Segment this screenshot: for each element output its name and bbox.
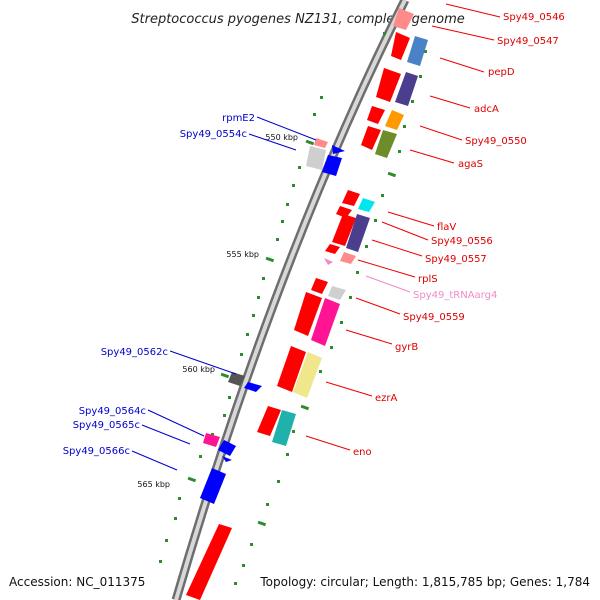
gene-spy49-0554c-arrow [332,145,345,154]
gene-spy49-0564c [203,433,220,447]
gene-flav-a [342,190,360,206]
gene-adca [367,106,385,124]
label-trna-arg4: Spy49_tRNAarg4 [413,290,497,301]
gene-pepd-partner [395,72,418,106]
gene-spy49-0554c-gray [306,146,326,170]
gene-rpls [340,252,356,264]
label-spy49-0564c: Spy49_0564c [79,406,146,417]
label-flav: flaV [437,222,456,233]
tick-label-550: 550 kbp [265,133,298,142]
label-agas: agaS [458,159,483,170]
gene-gyrb [311,298,340,346]
tick-label-555: 555 kbp [226,250,259,259]
gene-ezra [293,352,322,398]
genome-backbone [171,0,410,600]
label-spy49-0556: Spy49_0556 [431,236,493,247]
gene-spy49-0546 [393,8,414,30]
gene-spy49-0550 [361,126,381,150]
forward-genes [186,8,428,600]
reverse-genes [200,138,345,504]
gene-bottom-large [186,524,232,600]
tick-label-565: 565 kbp [137,480,170,489]
label-spy49-0562c: Spy49_0562c [101,347,168,358]
label-pepd: pepD [488,67,515,78]
gene-spy49-0557 [346,214,370,252]
tick-track-inner [159,96,323,563]
gene-spy49-0559a [311,278,328,294]
label-spy49-0565c: Spy49_0565c [73,420,140,431]
gene-spy49-0559b [328,286,346,300]
label-spy49-0566c: Spy49_0566c [63,446,130,457]
gene-spy49-0556 [332,214,356,246]
label-rpme2: rpmE2 [222,113,255,124]
gene-agas [375,130,397,158]
kbp-labels: 550 kbp 555 kbp 560 kbp 565 kbp [137,133,298,489]
gene-flav-b [358,198,375,212]
label-spy49-0557: Spy49_0557 [425,254,487,265]
label-spy49-0547: Spy49_0547 [497,36,559,47]
gene-spy49-0547b [407,36,428,66]
gene-trna-arg4 [324,258,333,265]
label-rpls: rplS [418,274,438,285]
label-ezra: ezrA [375,393,398,404]
map-title: Streptococcus pyogenes NZ131, complete g… [131,12,465,27]
label-spy49-0546: Spy49_0546 [503,12,565,23]
gene-eno-a [257,406,281,436]
gene-peptide-d [376,68,401,102]
tick-track-outer [234,32,427,585]
gene-adca-partner [385,110,404,130]
label-gyrb: gyrB [395,342,418,353]
label-spy49-0559: Spy49_0559 [403,312,465,323]
gene-spy49-0562c [244,382,262,392]
gene-rpls-a [325,244,340,254]
tick-label-560: 560 kbp [182,365,215,374]
gene-ezra-a [277,346,306,392]
right-labels: Spy49_0546 Spy49_0547 pepD adcA Spy49_05… [305,3,565,458]
gene-spy49-0565c [218,440,236,456]
gene-spy49-0559 [294,292,322,336]
label-eno: eno [353,447,372,458]
gene-spy49-0565c-b [222,456,232,462]
gene-spy49-0566c [200,468,226,504]
label-adca: adcA [474,104,499,115]
gene-spy49-0554c [322,155,342,176]
left-labels: rpmE2 Spy49_0554c Spy49_0562c Spy49_0564… [63,113,317,471]
label-spy49-0554c: Spy49_0554c [180,129,247,140]
gene-spy49-0556a [336,206,352,218]
gene-eno [272,410,296,446]
gene-rpme2 [314,138,328,148]
gene-spy49-0562c-gray [228,372,245,386]
accession-text: Accession: NC_011375 [9,575,145,589]
gene-spy49-0547 [391,32,410,60]
label-spy49-0550: Spy49_0550 [465,136,527,147]
genome-summary-text: Topology: circular; Length: 1,815,785 bp… [259,575,590,589]
